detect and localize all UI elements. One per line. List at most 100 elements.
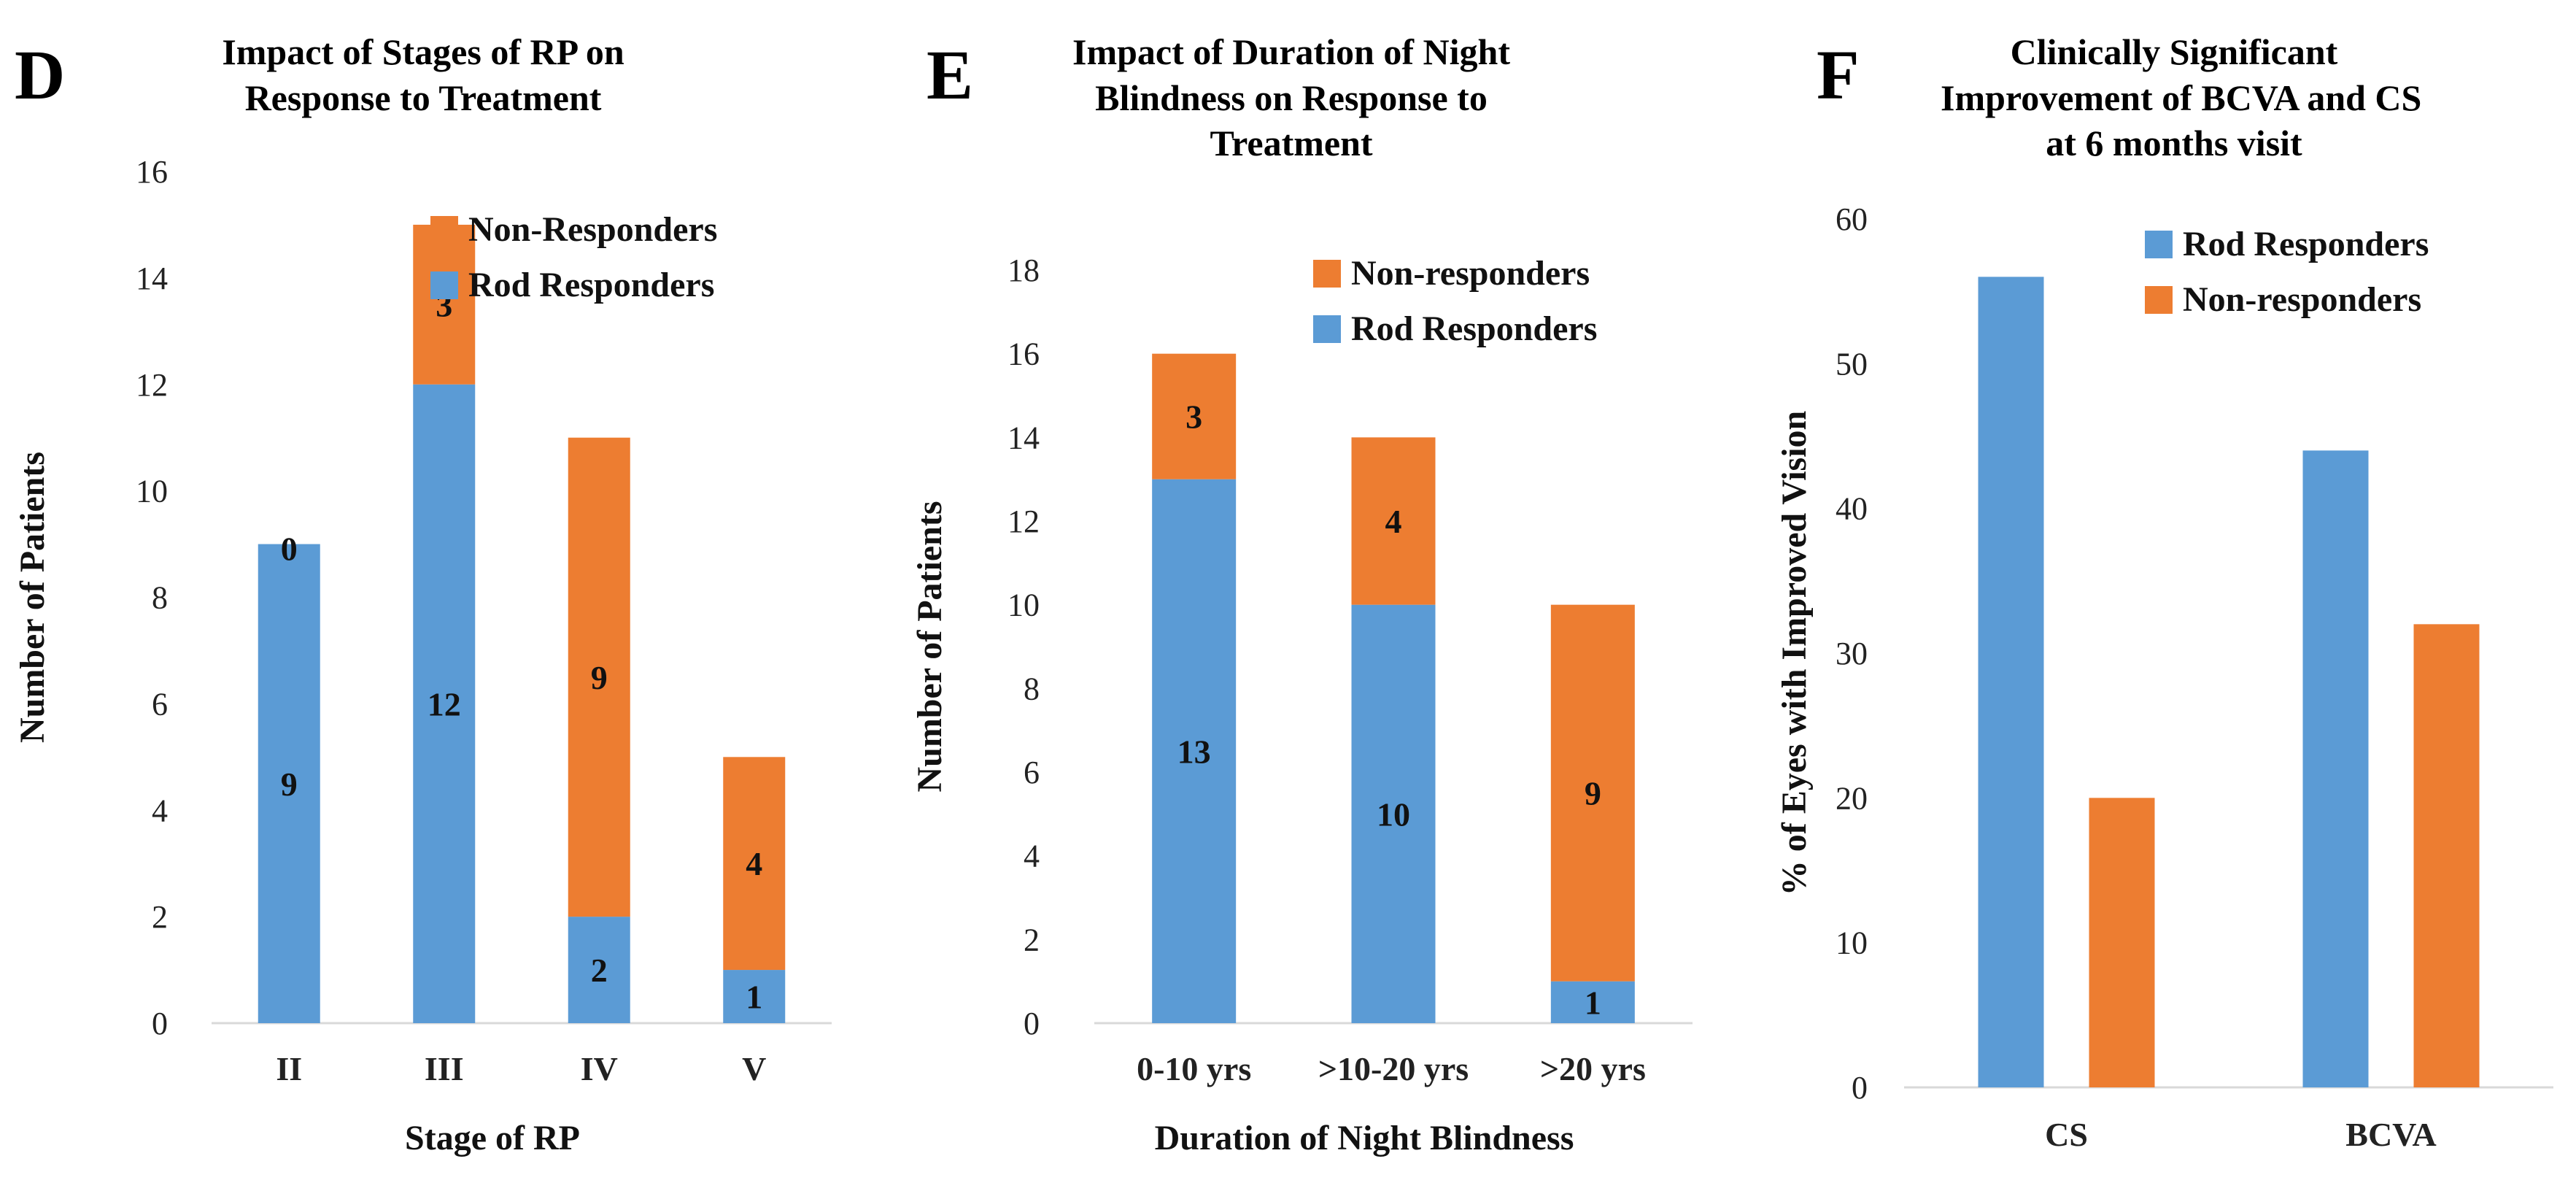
bar-segment	[413, 224, 476, 385]
x-tick-label: II	[276, 1050, 302, 1087]
y-tick-label: 4	[1024, 839, 1040, 874]
bar	[1978, 277, 2044, 1087]
x-tick-label: III	[425, 1050, 464, 1087]
bar-segment	[568, 917, 630, 1023]
y-tick-label: 4	[152, 793, 168, 828]
x-tick-label: >10-20 yrs	[1318, 1050, 1469, 1087]
bar-segment	[258, 544, 320, 1023]
chart-title: Clinically Significant Improvement of BC…	[1941, 29, 2422, 166]
legend-label: Rod Responders	[2183, 225, 2429, 263]
y-tick-label: 10	[1836, 925, 1868, 961]
bar-value-label: 13	[1177, 733, 1211, 770]
legend-swatch	[1313, 315, 1341, 343]
panel-f: F Clinically Significant Improvement of …	[1722, 0, 2576, 1191]
y-tick-label: 8	[152, 580, 168, 616]
bar-value-label: 0	[281, 531, 298, 568]
stacked-bar-chart-duration: 0 2 4 6 8 10 12 14 16 18 13 3 0-10 yrs 10 4 >10-20 yrs 1…	[910, 253, 1693, 1157]
bar	[2089, 798, 2155, 1087]
bar-value-label: 1	[746, 979, 762, 1016]
bar-value-label: 2	[591, 952, 608, 989]
y-tick-label: 30	[1836, 636, 1868, 671]
x-tick-label: IV	[581, 1050, 618, 1087]
chart-title-line: at 6 months visit	[2046, 123, 2302, 163]
bar-segment	[723, 970, 786, 1023]
chart-title-line: Clinically Significant	[2010, 31, 2338, 72]
x-tick-label: CS	[2045, 1116, 2088, 1153]
y-tick-label: 40	[1836, 491, 1868, 527]
bar-value-label: 9	[281, 766, 298, 803]
bar-value-label: 4	[746, 845, 762, 882]
y-axis-title: Number of Patients	[910, 501, 949, 792]
legend-swatch	[2145, 286, 2173, 314]
legend-label: Non-responders	[1351, 254, 1590, 293]
y-tick-label: 2	[152, 899, 168, 935]
y-tick-label: 2	[1024, 922, 1040, 957]
bar-value-label: 3	[1185, 398, 1202, 436]
bar-segment	[413, 384, 476, 1023]
y-tick-label: 0	[1852, 1070, 1868, 1106]
bar-segment	[1351, 437, 1436, 605]
chart-title: Impact of Stages of RP on Response to Tr…	[160, 29, 686, 120]
panel-letter: E	[927, 36, 974, 114]
y-tick-label: 8	[1024, 671, 1040, 706]
legend-label: Rod Responders	[468, 266, 714, 304]
legend-swatch	[1313, 260, 1341, 288]
y-tick-label: 6	[152, 686, 168, 722]
y-tick-label: 20	[1836, 780, 1868, 816]
x-tick-label: >20 yrs	[1540, 1050, 1646, 1087]
chart-title-line: Improvement of BCVA and CS	[1941, 77, 2422, 118]
y-tick-label: 14	[136, 261, 168, 296]
y-tick-label: 16	[136, 154, 168, 190]
bar-value-label: 12	[428, 685, 461, 722]
bar-value-label: 1	[1585, 984, 1601, 1021]
legend-label: Non-responders	[2183, 280, 2421, 319]
x-axis-title: Duration of Night Blindness	[1155, 1119, 1574, 1157]
bar-segment	[1550, 981, 1635, 1023]
panel-d: D Impact of Stages of RP on Response to …	[0, 0, 861, 1191]
y-tick-label: 18	[1007, 253, 1040, 288]
y-tick-label: 0	[152, 1006, 168, 1041]
bar-value-label: 9	[1585, 775, 1601, 812]
bar-segment	[1152, 479, 1237, 1023]
bar-segment	[1550, 604, 1635, 982]
chart-title-line: Impact of Stages of RP on	[222, 31, 624, 72]
grouped-bar-chart-improvement: 0 10 20 30 40 50 60 CS BCVA % of Eyes with Improv…	[1775, 201, 2553, 1153]
bar-value-label: 10	[1377, 795, 1410, 833]
x-tick-label: V	[742, 1050, 766, 1087]
y-tick-label: 16	[1007, 336, 1040, 372]
y-axis-title: Number of Patients	[13, 452, 52, 743]
bar-value-label: 9	[591, 659, 608, 696]
y-tick-label: 12	[136, 367, 168, 403]
legend-swatch	[430, 271, 458, 299]
y-tick-label: 60	[1836, 201, 1868, 237]
x-tick-label: BCVA	[2345, 1116, 2436, 1153]
y-tick-label: 10	[136, 474, 168, 509]
bar-segment	[723, 757, 786, 971]
legend-swatch	[430, 216, 458, 244]
y-tick-label: 50	[1836, 346, 1868, 382]
y-tick-label: 0	[1024, 1006, 1040, 1041]
bar	[2413, 624, 2480, 1087]
bar-value-label: 4	[1385, 503, 1402, 540]
bar-segment	[568, 437, 630, 917]
legend-label: Non-Responders	[468, 210, 717, 249]
chart-title: Impact of Duration of Night Blindness on…	[1029, 29, 1554, 166]
legend-swatch	[2145, 231, 2173, 258]
x-tick-label: 0-10 yrs	[1137, 1050, 1251, 1087]
chart-title-line: Response to Treatment	[244, 77, 602, 118]
y-tick-label: 14	[1007, 420, 1040, 455]
bar	[2302, 450, 2369, 1087]
panel-letter: D	[15, 36, 66, 114]
legend-label: Rod Responders	[1351, 309, 1597, 348]
panel-e: E Impact of Duration of Night Blindness …	[861, 0, 1722, 1191]
bar-segment	[1152, 353, 1237, 479]
chart-title-line: Blindness on Response to	[1095, 77, 1488, 118]
y-tick-label: 10	[1007, 587, 1040, 623]
y-axis-title: % of Eyes with Improved Vision	[1775, 411, 1814, 896]
x-axis-title: Stage of RP	[405, 1119, 580, 1157]
chart-title-line: Impact of Duration of Night	[1072, 31, 1510, 72]
panel-letter: F	[1817, 36, 1860, 114]
y-tick-label: 12	[1007, 504, 1040, 539]
chart-title-line: Treatment	[1210, 123, 1373, 163]
